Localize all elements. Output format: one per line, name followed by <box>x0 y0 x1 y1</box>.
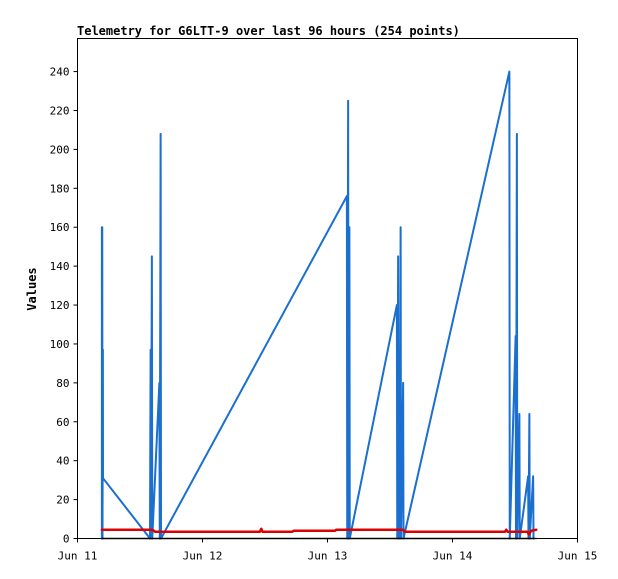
series-layer <box>100 70 538 540</box>
y-tick-label: 80 <box>56 377 69 390</box>
y-tick-label: 160 <box>50 221 70 234</box>
x-tick-label: Jun 14 <box>433 550 473 563</box>
x-tick-label: Jun 11 <box>58 550 98 563</box>
y-tick-label: 120 <box>50 299 70 312</box>
y-axis-label: Values <box>25 267 39 310</box>
y-tick-label: 240 <box>50 66 70 79</box>
y-tick-label: 100 <box>50 338 70 351</box>
y-tick-label: 0 <box>63 533 70 546</box>
y-tick-label: 140 <box>50 260 70 273</box>
x-tick-label: Jun 12 <box>183 550 223 563</box>
y-tick-label: 20 <box>56 494 69 507</box>
y-tick-label: 200 <box>50 143 70 156</box>
x-tick-label: Jun 13 <box>308 550 348 563</box>
y-axis-ticks: 0 20 40 60 80 100 120 140 160 180 200 220 240 <box>50 66 78 546</box>
x-tick-label: Jun 15 <box>558 550 598 563</box>
y-tick-label: 220 <box>50 104 70 117</box>
y-tick-label: 180 <box>50 182 70 195</box>
series-line-2 <box>100 527 538 536</box>
x-axis-ticks: Jun 11 Jun 12 Jun 13 Jun 14 Jun 15 <box>58 538 598 563</box>
y-tick-label: 40 <box>56 455 69 468</box>
y-tick-label: 60 <box>56 416 69 429</box>
chart-title: Telemetry for G6LTT-9 over last 96 hours… <box>77 24 460 38</box>
